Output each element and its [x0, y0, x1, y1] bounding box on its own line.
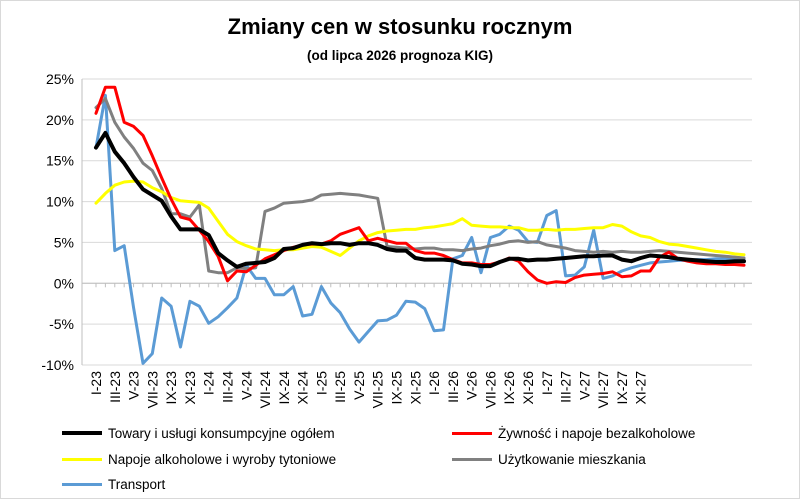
- y-tick-label: 5%: [54, 234, 74, 250]
- chart-subtitle: (od lipca 2026 prognoza KIG): [306, 48, 494, 63]
- x-tick-label: VII-25: [370, 371, 386, 409]
- chart-title: Zmiany cen w stosunku rocznym: [227, 14, 573, 39]
- x-tick-label: I-26: [426, 371, 442, 395]
- series-line-transport: [94, 93, 746, 365]
- y-tick-label: 10%: [46, 194, 74, 210]
- x-tick-label: V-26: [464, 371, 480, 400]
- x-tick-label: XI-26: [520, 371, 536, 405]
- x-tick-label: V-24: [238, 371, 254, 400]
- x-tick-label: I-27: [539, 371, 555, 395]
- x-tick-label: IX-23: [163, 371, 179, 405]
- gridlines: [82, 78, 752, 366]
- x-tick-label: III-25: [332, 371, 348, 403]
- x-tick-label: XI-27: [633, 371, 649, 405]
- x-tick-label: VII-27: [595, 371, 611, 409]
- x-tick-label: V-27: [576, 371, 592, 400]
- x-tick-label: VII-23: [144, 371, 160, 409]
- series-line-total: [94, 130, 746, 269]
- x-tick-label: V-25: [351, 371, 367, 400]
- x-tick-label: I-25: [313, 371, 329, 395]
- x-tick-label: V-23: [126, 371, 142, 400]
- series-line-housing: [94, 97, 746, 275]
- x-tick-label: XI-23: [182, 371, 198, 405]
- x-tick-label: XI-25: [407, 371, 423, 405]
- y-tick-label: -10%: [41, 357, 74, 373]
- y-tick-label: 20%: [46, 112, 74, 128]
- x-tick-label: I-24: [201, 371, 217, 395]
- x-tick-label: IX-24: [276, 371, 292, 405]
- y-tick-label: -5%: [49, 316, 74, 332]
- y-tick-label: 15%: [46, 153, 74, 169]
- y-tick-label: 25%: [46, 71, 74, 87]
- x-tick-label: III-24: [219, 371, 235, 403]
- x-tick-label: III-26: [445, 371, 461, 403]
- series-lines: [94, 85, 746, 365]
- x-tick-label: I-23: [88, 371, 104, 395]
- x-tick-label: IX-26: [501, 371, 517, 405]
- y-tick-label: 0%: [54, 275, 74, 291]
- x-tick-label: IX-25: [389, 371, 405, 405]
- axes: 25%20%15%10%5%0%-5%-10%I-23 III-23 V-23 VII…: [41, 71, 752, 408]
- series-line-alcohol: [94, 179, 746, 257]
- x-tick-label: VII-24: [257, 371, 273, 409]
- x-tick-label: IX-27: [614, 371, 630, 405]
- x-tick-label: VII-26: [482, 371, 498, 409]
- x-tick-label: XI-24: [295, 371, 311, 405]
- series-line-food: [94, 85, 746, 285]
- x-tick-label: III-27: [558, 371, 574, 403]
- x-tick-label: III-23: [107, 371, 123, 403]
